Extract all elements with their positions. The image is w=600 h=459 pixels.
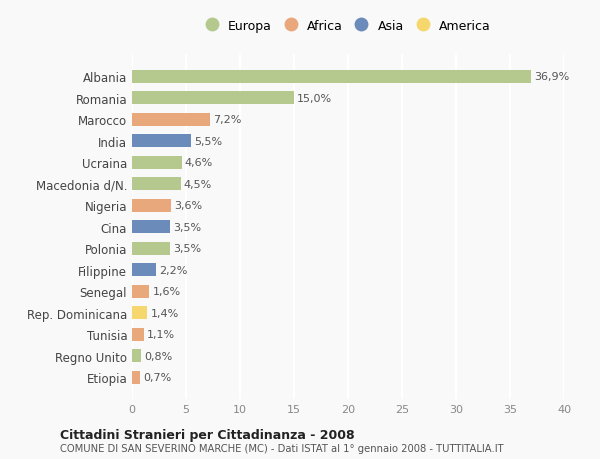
Text: 15,0%: 15,0% (297, 94, 332, 104)
Bar (132, 92, 294, 105)
Text: 1,4%: 1,4% (151, 308, 179, 318)
Text: 3,5%: 3,5% (173, 222, 201, 232)
Bar (132, 135, 191, 148)
Text: 7,2%: 7,2% (213, 115, 241, 125)
Bar (132, 242, 170, 255)
Text: Cittadini Stranieri per Cittadinanza - 2008: Cittadini Stranieri per Cittadinanza - 2… (60, 428, 355, 442)
Bar (132, 221, 170, 234)
Bar (132, 307, 147, 319)
Text: 2,2%: 2,2% (159, 265, 187, 275)
Bar (132, 157, 182, 169)
Bar (132, 71, 530, 84)
Text: 1,6%: 1,6% (152, 286, 181, 297)
Bar (132, 178, 181, 191)
Text: 3,6%: 3,6% (174, 201, 202, 211)
Bar (132, 349, 140, 362)
Text: 36,9%: 36,9% (534, 72, 569, 82)
Text: 1,1%: 1,1% (147, 330, 175, 339)
Text: 5,5%: 5,5% (194, 136, 223, 146)
Bar (132, 371, 140, 384)
Bar (132, 113, 210, 127)
Bar (132, 263, 156, 276)
Bar (132, 199, 171, 212)
Text: 0,8%: 0,8% (144, 351, 172, 361)
Text: COMUNE DI SAN SEVERINO MARCHE (MC) - Dati ISTAT al 1° gennaio 2008 - TUTTITALIA.: COMUNE DI SAN SEVERINO MARCHE (MC) - Dat… (60, 443, 503, 453)
Bar (132, 328, 144, 341)
Bar (132, 285, 149, 298)
Text: 4,6%: 4,6% (185, 158, 213, 168)
Text: 4,5%: 4,5% (184, 179, 212, 189)
Text: 3,5%: 3,5% (173, 244, 201, 254)
Legend: Europa, Africa, Asia, America: Europa, Africa, Asia, America (202, 17, 494, 37)
Text: 0,7%: 0,7% (143, 372, 171, 382)
